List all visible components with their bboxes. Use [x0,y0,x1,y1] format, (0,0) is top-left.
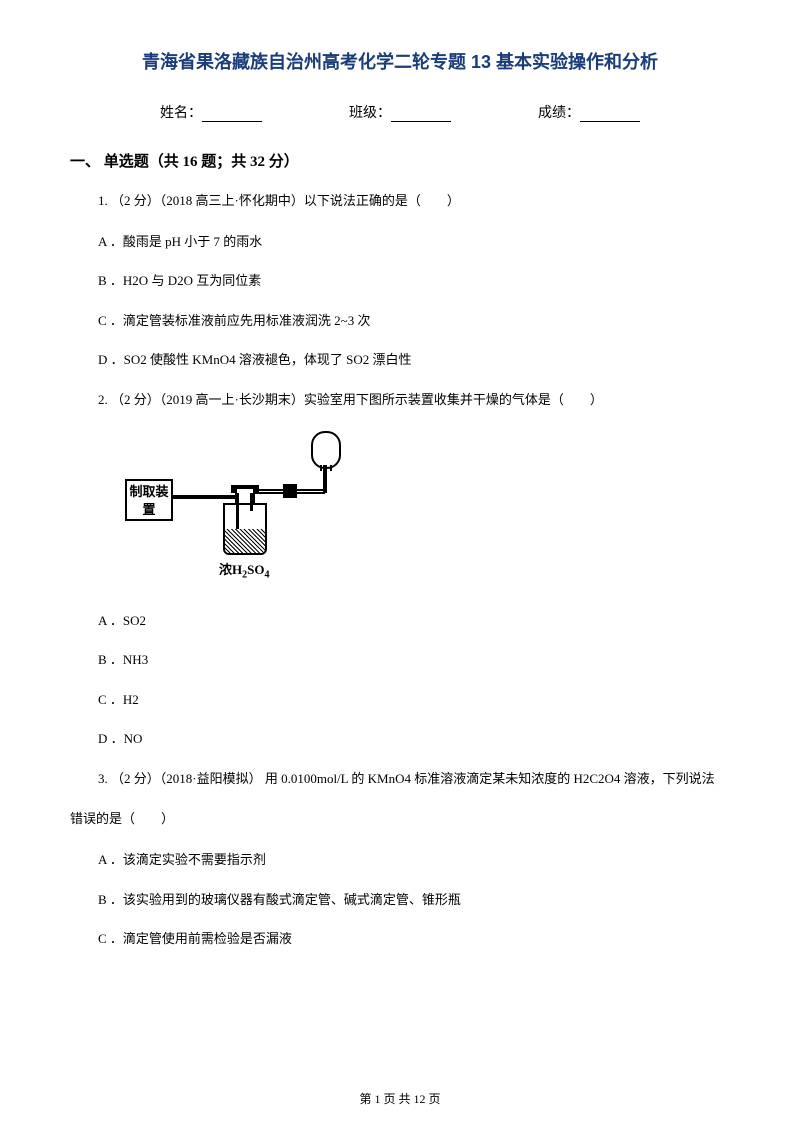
question-2-option-b: B ．NH3 [70,650,730,670]
question-1-option-d: D ．SO2 使酸性 KMnO4 溶液褪色，体现了 SO2 漂白性 [70,350,730,370]
section-number: 一、 [70,154,100,170]
question-1-stem: 1. （2 分）（2018 高三上·怀化期中）以下说法正确的是（ ） [70,191,730,212]
question-3-option-c: C ．滴定管使用前需检验是否漏液 [70,929,730,949]
student-info-line: 姓名： 班级： 成绩： [70,102,730,122]
document-title: 青海省果洛藏族自治州高考化学二轮专题 13 基本实验操作和分析 [70,48,730,74]
pipe-1 [173,495,236,499]
class-blank [391,106,451,122]
question-3-option-a: A ．该滴定实验不需要指示剂 [70,850,730,870]
name-blank [202,106,262,122]
name-label: 姓名： [160,102,202,122]
question-3-option-b: B ．该实验用到的玻璃仪器有酸式滴定管、碱式滴定管、锥形瓶 [70,890,730,910]
prep-box-label: 制取装置 [125,479,173,521]
liquid [225,529,265,553]
page-footer: 第 1 页 共 12 页 [0,1090,800,1107]
tube-right [250,493,253,511]
section-title: 单选题（共 16 题；共 32 分） [104,154,299,170]
section-header: 一、 单选题（共 16 题；共 32 分） [70,150,730,171]
tube-left [236,493,239,529]
score-label: 成绩： [538,102,580,122]
question-3-stem: 3. （2 分）（2018·益阳模拟） 用 0.0100mol/L 的 KMnO… [70,769,730,790]
score-blank [580,106,640,122]
question-1-option-b: B ．H2O 与 D2O 互为同位素 [70,271,730,291]
clamp [283,484,297,498]
question-1-option-a: A ．酸雨是 pH 小于 7 的雨水 [70,232,730,252]
question-2-option-c: C ．H2 [70,690,730,710]
balloon [311,431,341,469]
question-2-option-d: D ．NO [70,729,730,749]
question-2-option-a: A ．SO2 [70,611,730,631]
question-1-option-c: C ．滴定管装标准液前应先用标准液润洗 2~3 次 [70,311,730,331]
apparatus-diagram: 制取装置 浓H2SO4 [70,431,730,586]
liquid-label: 浓H2SO4 [219,559,269,581]
class-label: 班级： [349,102,391,122]
question-2-stem: 2. （2 分）（2019 高一上·长沙期末）实验室用下图所示装置收集并干燥的气… [70,390,730,411]
question-3-stem-cont: 错误的是（ ） [70,809,730,830]
